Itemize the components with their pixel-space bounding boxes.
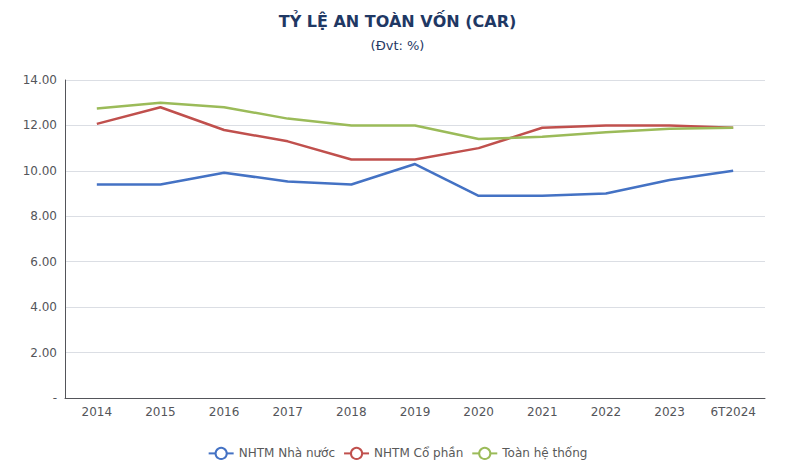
svg-text:2020: 2020 bbox=[463, 405, 494, 419]
svg-text:NHTM Cổ phần: NHTM Cổ phần bbox=[374, 446, 463, 460]
svg-text:4.00: 4.00 bbox=[30, 300, 57, 314]
svg-text:2.00: 2.00 bbox=[30, 346, 57, 360]
svg-text:2017: 2017 bbox=[272, 405, 303, 419]
svg-text:6.00: 6.00 bbox=[30, 255, 57, 269]
svg-text:Toàn hệ thống: Toàn hệ thống bbox=[501, 446, 587, 460]
svg-text:2014: 2014 bbox=[82, 405, 113, 419]
svg-text:NHTM Nhà nước: NHTM Nhà nước bbox=[239, 446, 335, 460]
svg-text:2015: 2015 bbox=[145, 405, 176, 419]
svg-text:2019: 2019 bbox=[400, 405, 431, 419]
svg-text:8.00: 8.00 bbox=[30, 209, 57, 223]
svg-text:2021: 2021 bbox=[527, 405, 558, 419]
svg-text:12.00: 12.00 bbox=[23, 118, 57, 132]
svg-text:(Đvt: %): (Đvt: %) bbox=[371, 38, 425, 53]
svg-text:10.00: 10.00 bbox=[23, 164, 57, 178]
svg-text:6T2024: 6T2024 bbox=[710, 405, 756, 419]
svg-text:2022: 2022 bbox=[591, 405, 622, 419]
svg-text:-: - bbox=[53, 391, 57, 405]
svg-text:TỶ LỆ AN TOÀN VỐN (CAR): TỶ LỆ AN TOÀN VỐN (CAR) bbox=[279, 10, 517, 31]
svg-text:2018: 2018 bbox=[336, 405, 367, 419]
svg-text:2023: 2023 bbox=[654, 405, 685, 419]
svg-text:2016: 2016 bbox=[209, 405, 240, 419]
svg-text:14.00: 14.00 bbox=[23, 73, 57, 87]
